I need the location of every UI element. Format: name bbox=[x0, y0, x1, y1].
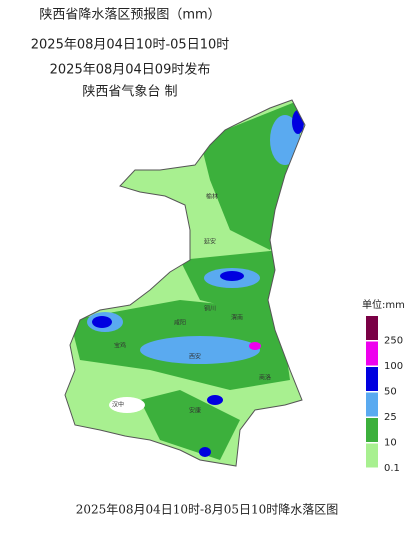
legend-swatch bbox=[366, 418, 378, 442]
time-range: 2025年08月04日10时-05日10时 bbox=[31, 38, 230, 53]
legend-swatch bbox=[366, 367, 378, 391]
legend-swatch bbox=[366, 316, 378, 340]
legend-unit: 单位:mm bbox=[362, 298, 405, 311]
city-label: 铜川 bbox=[204, 305, 216, 313]
city-label: 西安 bbox=[189, 353, 201, 361]
city-label: 安康 bbox=[189, 407, 201, 415]
issued: 2025年08月04日09时发布 bbox=[50, 62, 211, 78]
city-label: 咸阳 bbox=[174, 319, 186, 327]
legend-swatch bbox=[366, 443, 378, 468]
legend-label: 10 bbox=[384, 438, 397, 449]
city-label: 宝鸡 bbox=[114, 342, 126, 350]
legend-swatch bbox=[366, 392, 378, 417]
map bbox=[65, 100, 305, 466]
legend-label: 250 bbox=[384, 336, 403, 347]
city-label: 汉中 bbox=[112, 401, 124, 409]
legend-label: 50 bbox=[384, 387, 397, 398]
legend-label: 0.1 bbox=[384, 463, 400, 474]
title: 陕西省降水落区预报图（mm） bbox=[39, 8, 220, 23]
legend-label: 25 bbox=[384, 412, 397, 423]
legend-swatch bbox=[366, 341, 378, 366]
city-label: 商洛 bbox=[259, 374, 271, 382]
legend-label: 100 bbox=[384, 361, 403, 372]
issuer: 陕西省气象台 制 bbox=[82, 84, 177, 100]
city-label: 渭南 bbox=[231, 314, 243, 322]
caption: 2025年08月04日10时-8月05日10时降水落区图 bbox=[76, 503, 339, 517]
city-label: 延安 bbox=[204, 238, 216, 246]
city-label: 榆林 bbox=[206, 193, 218, 201]
